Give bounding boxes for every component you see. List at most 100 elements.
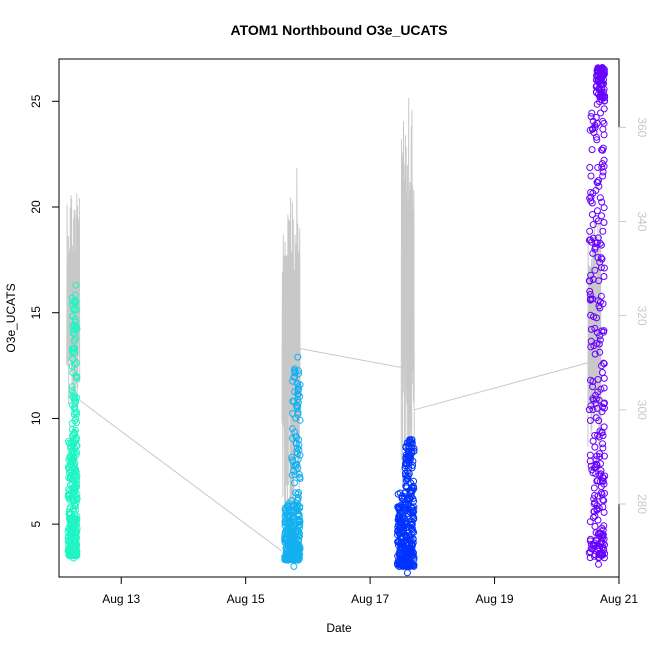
data-point xyxy=(410,447,418,455)
data-point xyxy=(403,460,411,468)
data-point xyxy=(408,520,416,528)
data-point xyxy=(410,477,418,485)
data-point xyxy=(294,444,301,452)
data-point xyxy=(598,490,606,498)
data-point xyxy=(69,369,77,377)
data-point xyxy=(399,503,407,511)
data-point xyxy=(591,463,599,471)
data-point xyxy=(589,275,597,283)
data-point xyxy=(292,463,300,471)
data-point xyxy=(596,530,604,538)
data-point xyxy=(593,136,601,144)
data-point xyxy=(406,488,414,496)
data-point xyxy=(67,453,75,461)
data-point xyxy=(600,219,608,226)
data-point xyxy=(596,427,604,435)
data-point xyxy=(598,74,606,82)
data-point xyxy=(296,381,304,389)
data-point xyxy=(283,540,291,548)
data-point xyxy=(290,479,298,487)
data-point xyxy=(73,374,81,382)
data-point xyxy=(395,549,403,557)
data-point xyxy=(289,425,296,433)
data-point xyxy=(69,312,77,320)
data-point xyxy=(597,460,604,468)
data-point xyxy=(591,492,599,499)
data-point xyxy=(591,523,599,530)
data-point xyxy=(595,340,603,348)
grey-line-series xyxy=(66,97,602,552)
data-point xyxy=(292,489,299,497)
data-point xyxy=(290,542,298,550)
data-point xyxy=(598,408,606,416)
data-point xyxy=(592,399,600,407)
data-point xyxy=(293,448,301,456)
data-point xyxy=(601,399,608,407)
data-point xyxy=(292,401,300,409)
data-point xyxy=(282,529,290,537)
data-point xyxy=(400,496,408,503)
data-point xyxy=(590,484,598,492)
data-point xyxy=(599,146,607,154)
data-point xyxy=(69,322,76,330)
data-point xyxy=(588,109,596,117)
data-point xyxy=(587,311,595,319)
axes: Aug 13 Aug 15 Aug 17 Aug 19 Aug 21 5 10 15 20 25 2… xyxy=(29,94,649,606)
data-point xyxy=(402,472,410,479)
data-point xyxy=(600,264,608,272)
data-point xyxy=(591,266,599,274)
x-tick-label: Aug 13 xyxy=(102,592,140,606)
data-point xyxy=(73,542,81,550)
data-point xyxy=(599,440,607,448)
data-point xyxy=(288,497,296,504)
data-point xyxy=(586,537,594,545)
data-point xyxy=(403,473,411,481)
data-point xyxy=(295,386,302,394)
data-point xyxy=(72,297,79,305)
data-point xyxy=(71,533,79,541)
data-point xyxy=(601,550,609,558)
data-point xyxy=(72,359,80,367)
data-point xyxy=(65,510,73,518)
data-point xyxy=(591,541,599,549)
data-point xyxy=(597,483,605,491)
data-point xyxy=(70,516,78,524)
data-point xyxy=(591,464,598,472)
data-point xyxy=(68,386,76,394)
data-point xyxy=(595,84,603,92)
data-point xyxy=(596,471,604,479)
data-point xyxy=(393,560,401,567)
data-point xyxy=(295,512,303,520)
y-tick-label: 10 xyxy=(29,411,43,425)
data-point xyxy=(69,432,76,440)
data-point xyxy=(284,514,292,522)
scatter-points xyxy=(64,64,609,577)
data-point xyxy=(596,336,604,344)
grey-line-connector xyxy=(79,400,283,552)
data-point xyxy=(587,540,595,548)
data-point xyxy=(408,521,416,529)
data-point xyxy=(595,560,602,568)
data-point xyxy=(407,454,414,462)
data-point xyxy=(288,453,296,461)
data-point xyxy=(403,495,411,503)
data-point xyxy=(296,545,304,553)
data-point xyxy=(600,522,608,530)
data-point xyxy=(288,471,296,479)
y-tick-label: 5 xyxy=(29,520,43,527)
data-point xyxy=(585,406,593,414)
data-point xyxy=(587,337,595,345)
data-point xyxy=(292,555,300,563)
data-point xyxy=(72,397,80,405)
data-point xyxy=(590,495,598,503)
data-point xyxy=(586,287,594,295)
data-point xyxy=(591,350,599,358)
grey-line-segment xyxy=(281,167,301,537)
data-point xyxy=(591,243,599,251)
data-point xyxy=(596,93,604,101)
data-point xyxy=(592,114,600,121)
data-point xyxy=(69,447,77,455)
data-point xyxy=(407,503,415,511)
data-point xyxy=(290,554,298,562)
data-point xyxy=(69,442,77,450)
